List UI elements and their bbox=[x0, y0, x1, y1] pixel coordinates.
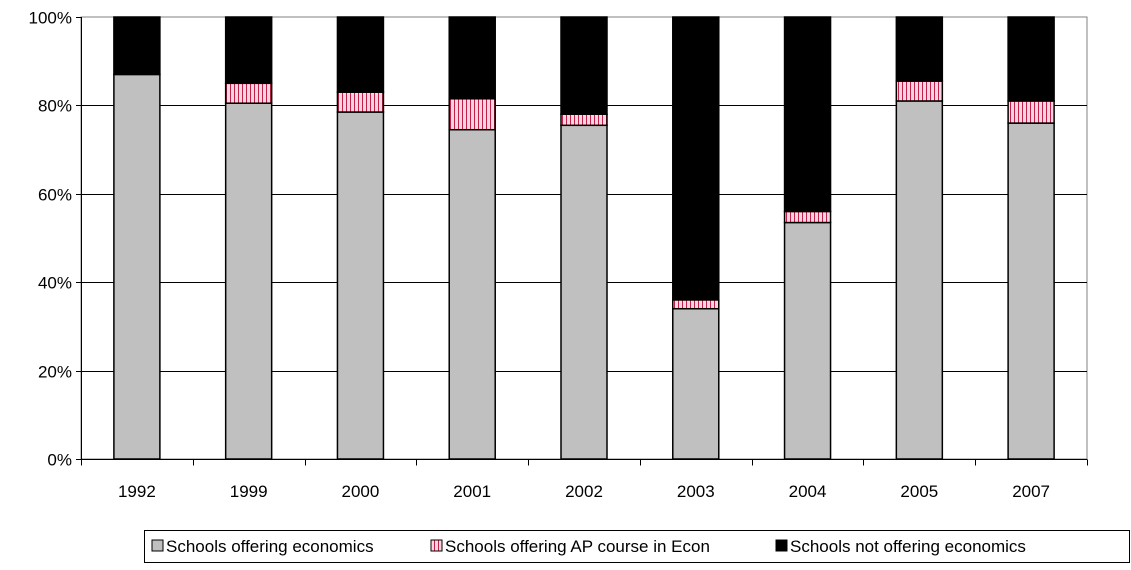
bar-segment-ap-econ bbox=[560, 113, 608, 127]
bar-segment-not-offering bbox=[448, 16, 496, 100]
legend-box bbox=[144, 530, 1130, 563]
y-tick-label: 100% bbox=[29, 9, 72, 28]
legend: Schools offering economics Schools offeri… bbox=[144, 530, 1130, 563]
y-axis: 0% 20% 40% 60% 80% 100% bbox=[29, 9, 82, 470]
x-tick-label: 2005 bbox=[900, 482, 938, 501]
bar-segment-not-offering bbox=[672, 16, 720, 301]
bar-segment-ap-econ bbox=[783, 210, 832, 224]
bar-segment-not-offering bbox=[224, 16, 273, 85]
bar-segment-ap-econ bbox=[1007, 100, 1055, 124]
bar-segment-economics bbox=[224, 102, 273, 460]
bar-segment-not-offering bbox=[113, 16, 161, 76]
x-tick-label: 2004 bbox=[789, 482, 827, 501]
x-tick-label: 2002 bbox=[565, 482, 603, 501]
legend-swatch bbox=[430, 539, 443, 552]
bar-segment-economics bbox=[895, 100, 944, 460]
x-tick-label: 2000 bbox=[342, 482, 380, 501]
y-tick-label: 20% bbox=[38, 363, 72, 382]
bar-segment-economics bbox=[448, 128, 496, 460]
bar-segment-economics bbox=[1007, 122, 1055, 460]
bar-segment-economics bbox=[783, 221, 832, 460]
bar-segment-not-offering bbox=[560, 16, 608, 115]
bar-segment-not-offering bbox=[895, 16, 944, 82]
bar-segment-ap-econ bbox=[672, 299, 720, 310]
legend-label: Schools not offering economics bbox=[790, 537, 1026, 556]
bar-segment-not-offering bbox=[783, 16, 832, 213]
bar-segment-ap-econ bbox=[336, 91, 385, 113]
bar-segment-ap-econ bbox=[448, 98, 496, 131]
y-tick-label: 40% bbox=[38, 274, 72, 293]
x-tick-label: 2001 bbox=[453, 482, 491, 501]
legend-label: Schools offering AP course in Econ bbox=[445, 537, 710, 556]
x-tick-label: 1992 bbox=[118, 482, 156, 501]
bar-segment-not-offering bbox=[1007, 16, 1055, 102]
legend-swatch bbox=[151, 539, 164, 552]
bar-segment-ap-econ bbox=[895, 80, 944, 102]
bar-segment-economics bbox=[672, 307, 720, 460]
bars bbox=[113, 16, 1055, 460]
bar-segment-economics bbox=[560, 124, 608, 460]
x-tick-label: 2007 bbox=[1012, 482, 1050, 501]
x-axis: 1992 1999 2000 2001 2002 2003 2004 2005 2007 bbox=[81, 459, 1088, 501]
y-tick-label: 0% bbox=[47, 451, 72, 470]
bar-segment-economics bbox=[113, 73, 161, 460]
legend-label: Schools offering economics bbox=[166, 537, 374, 556]
bar-segment-ap-econ bbox=[224, 82, 273, 104]
bar-segment-not-offering bbox=[336, 16, 385, 93]
x-tick-label: 2003 bbox=[677, 482, 715, 501]
x-tick-label: 1999 bbox=[230, 482, 268, 501]
y-tick-label: 60% bbox=[38, 186, 72, 205]
legend-swatch bbox=[775, 539, 788, 552]
y-tick-label: 80% bbox=[38, 97, 72, 116]
bar-segment-economics bbox=[336, 111, 385, 460]
